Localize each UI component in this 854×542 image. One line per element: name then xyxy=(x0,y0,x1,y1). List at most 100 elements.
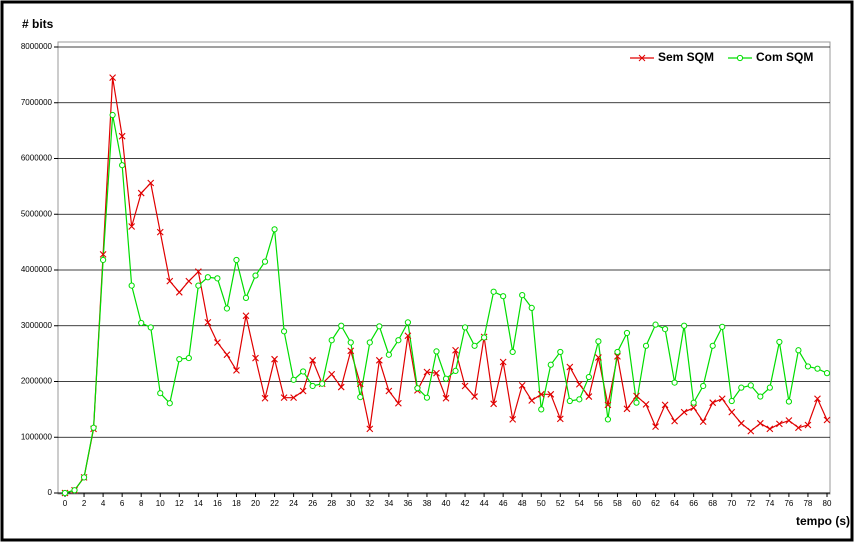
point xyxy=(280,328,288,335)
point xyxy=(242,294,250,301)
point xyxy=(585,393,593,400)
point xyxy=(404,319,411,326)
point xyxy=(728,408,736,416)
point xyxy=(652,321,659,328)
point xyxy=(385,387,393,395)
point xyxy=(766,384,773,391)
point xyxy=(109,74,117,82)
point xyxy=(338,322,345,329)
x-axis-title: tempo (s) xyxy=(796,514,850,528)
point xyxy=(204,319,212,326)
point xyxy=(499,358,507,366)
x-tick-label: 68 xyxy=(708,499,717,508)
x-tick-label: 8 xyxy=(139,499,144,508)
point xyxy=(604,416,612,423)
point xyxy=(185,277,193,285)
point xyxy=(490,400,498,408)
point xyxy=(642,400,650,408)
point xyxy=(214,339,221,346)
point xyxy=(795,424,802,432)
point xyxy=(700,382,707,390)
point xyxy=(642,342,650,349)
point xyxy=(80,474,88,481)
point xyxy=(442,394,450,402)
x-tick-label: 46 xyxy=(499,499,508,508)
point xyxy=(328,370,336,378)
point xyxy=(223,351,231,359)
plot-area xyxy=(57,41,831,495)
point xyxy=(252,272,259,279)
x-tick-label: 42 xyxy=(461,499,470,508)
point xyxy=(261,258,269,265)
point xyxy=(461,382,469,390)
point xyxy=(681,322,688,329)
point xyxy=(357,394,364,401)
x-tick-label: 28 xyxy=(327,499,336,508)
point xyxy=(271,226,278,233)
point xyxy=(519,291,526,299)
y-tick-label: 2000000 xyxy=(21,377,53,386)
point xyxy=(385,351,392,358)
legend-label: Sem SQM xyxy=(658,50,714,64)
y-tick-label: 1000000 xyxy=(21,432,53,441)
point xyxy=(490,288,497,295)
point xyxy=(719,323,726,330)
x-tick-label: 24 xyxy=(289,499,298,508)
point xyxy=(147,179,155,187)
point xyxy=(347,347,355,355)
y-tick-label: 8000000 xyxy=(21,42,53,51)
x-tick-label: 54 xyxy=(575,499,584,508)
point xyxy=(100,256,107,264)
point xyxy=(214,275,221,282)
x-tick-label: 14 xyxy=(194,499,203,508)
point xyxy=(633,399,640,406)
point xyxy=(709,399,717,407)
x-tick-label: 72 xyxy=(746,499,755,508)
point xyxy=(481,334,488,341)
point xyxy=(233,256,240,264)
point xyxy=(575,380,583,388)
point xyxy=(785,398,793,405)
x-tick-label: 38 xyxy=(422,499,431,508)
point xyxy=(319,380,326,387)
x-tick-label: 12 xyxy=(175,499,184,508)
point xyxy=(423,394,431,401)
point xyxy=(71,487,78,494)
point xyxy=(661,325,669,333)
point xyxy=(775,420,783,428)
point xyxy=(423,368,431,376)
point xyxy=(718,395,726,403)
point xyxy=(576,396,583,403)
x-tick-label: 30 xyxy=(346,499,355,508)
x-tick-label: 50 xyxy=(537,499,546,508)
point xyxy=(614,348,621,356)
point xyxy=(99,251,107,258)
x-tick-label: 2 xyxy=(82,499,87,508)
point xyxy=(738,384,745,391)
x-tick-label: 32 xyxy=(365,499,374,508)
point xyxy=(356,380,364,388)
point xyxy=(556,415,564,423)
x-tick-label: 48 xyxy=(518,499,527,508)
point xyxy=(166,400,173,407)
point xyxy=(328,337,335,344)
x-tick-label: 56 xyxy=(594,499,603,508)
x-tick-label: 44 xyxy=(480,499,489,508)
point xyxy=(176,356,183,363)
point xyxy=(175,288,183,296)
point xyxy=(309,356,317,364)
point xyxy=(404,332,412,340)
point xyxy=(671,379,678,386)
point xyxy=(433,348,440,355)
x-tick-label: 36 xyxy=(403,499,412,508)
point xyxy=(709,342,716,349)
point xyxy=(528,397,536,404)
point xyxy=(509,348,516,356)
x-tick-label: 58 xyxy=(613,499,622,508)
point xyxy=(433,369,440,377)
x-tick-label: 64 xyxy=(670,499,679,508)
point xyxy=(566,397,573,405)
point xyxy=(785,417,793,424)
